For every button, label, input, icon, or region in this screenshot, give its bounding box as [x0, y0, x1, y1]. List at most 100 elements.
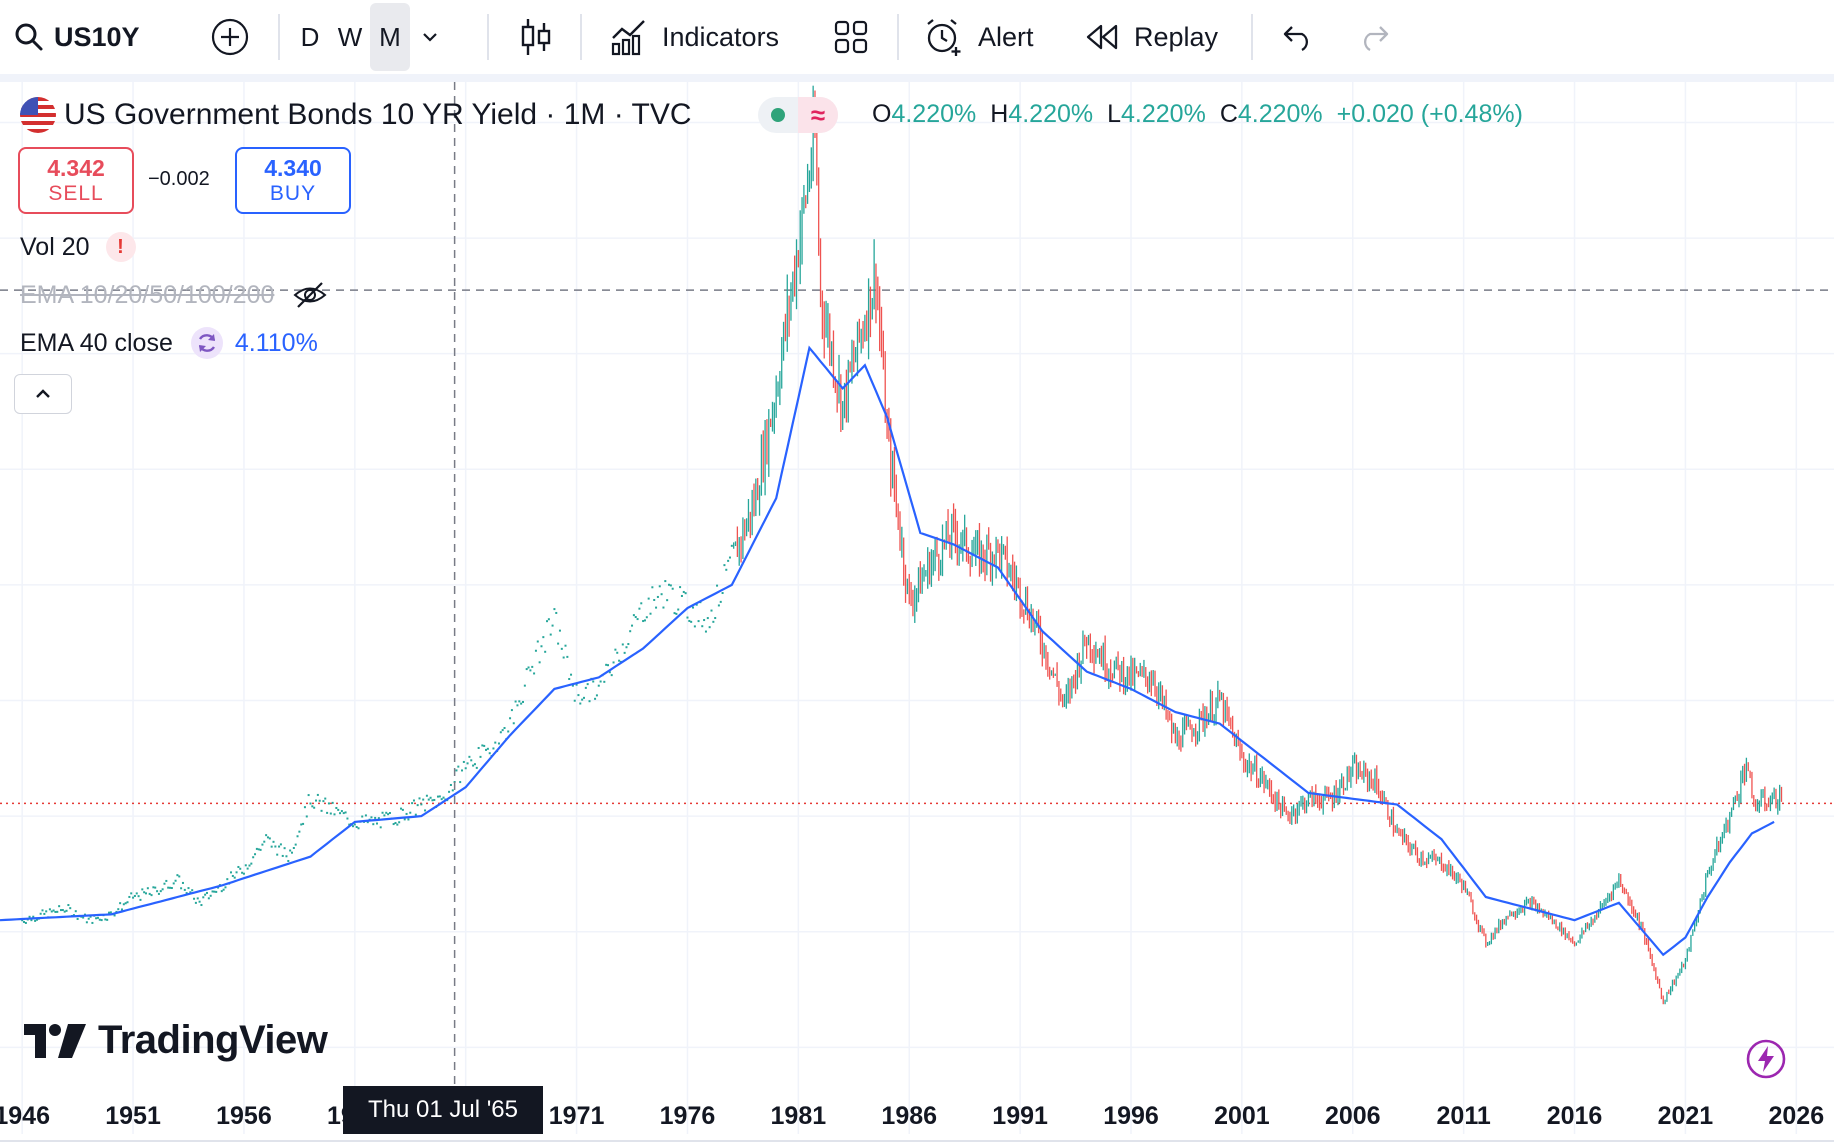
price-dot [642, 620, 645, 623]
interval-m-button[interactable]: M [370, 3, 410, 71]
collapse-legend-button[interactable] [14, 374, 72, 414]
price-dot [656, 595, 659, 598]
price-dot [278, 845, 281, 848]
price-dot [682, 590, 685, 593]
sell-price: 4.342 [47, 155, 105, 181]
interval-dropdown[interactable] [410, 3, 450, 71]
price-dot [146, 887, 149, 890]
price-dot [599, 680, 602, 683]
toolbar-bottom-border [0, 74, 1834, 82]
price-dot [470, 759, 473, 762]
price-dot [416, 804, 419, 807]
price-dot [305, 815, 308, 818]
price-dot [376, 822, 379, 825]
price-dot [263, 840, 266, 843]
price-dot [235, 871, 238, 874]
price-dot [706, 617, 709, 620]
price-dot [398, 821, 401, 824]
change-value: +0.020 (+0.48%) [1336, 100, 1523, 128]
price-dot [719, 600, 722, 603]
hidden-eye-icon[interactable] [292, 280, 328, 310]
price-dot [211, 890, 214, 893]
price-dot [649, 612, 652, 615]
price-dot [135, 892, 138, 895]
layouts-button[interactable] [834, 0, 868, 74]
price-dot [346, 817, 349, 820]
indicators-button[interactable]: Indicators [610, 0, 779, 74]
price-dot [697, 620, 700, 623]
price-dot [315, 799, 318, 802]
price-dot [331, 801, 334, 804]
sell-label: SELL [48, 182, 104, 205]
price-dot [237, 865, 240, 868]
price-chart[interactable]: 1946195119561961196619711976198119861991… [0, 82, 1834, 1146]
price-dot [588, 700, 591, 703]
price-dot [152, 886, 155, 889]
ema40-indicator-row[interactable]: EMA 40 close 4.110% [20, 323, 318, 363]
interval-w-button[interactable]: W [337, 21, 363, 52]
price-dot [289, 849, 292, 852]
symbol-legend[interactable]: US Government Bonds 10 YR Yield · 1M · T… [20, 95, 692, 135]
chart-type-button[interactable] [520, 0, 552, 74]
price-dot [279, 843, 282, 846]
plus-circle-icon [211, 18, 249, 56]
us-flag-icon [20, 97, 56, 133]
price-dot [612, 661, 615, 664]
price-dot [608, 671, 611, 674]
warning-icon[interactable]: ! [105, 232, 136, 262]
price-dot [43, 912, 46, 915]
tradingview-logo[interactable]: TradingView [24, 1018, 328, 1063]
price-dot [283, 847, 286, 850]
symbol-search[interactable]: US10Y [14, 0, 140, 74]
price-dot [178, 875, 181, 878]
price-dot [708, 626, 711, 629]
price-dot [170, 887, 173, 890]
price-dot [377, 817, 380, 820]
candlesticks [21, 85, 1783, 1005]
price-dot [592, 680, 595, 683]
buy-button[interactable]: 4.340 BUY [235, 147, 351, 214]
time-axis[interactable]: 1946195119561961196619711976198119861991… [0, 1102, 1834, 1142]
price-dot [627, 643, 630, 646]
market-status-pill[interactable]: ≈ [758, 97, 838, 133]
price-dot [725, 568, 728, 571]
price-dot [172, 882, 175, 885]
price-dot [503, 726, 506, 729]
compare-button[interactable] [210, 0, 250, 74]
price-dot [89, 915, 92, 918]
time-axis-label: 1991 [992, 1102, 1048, 1130]
price-dot [570, 673, 573, 676]
replay-button[interactable]: Replay [1084, 0, 1218, 74]
lightning-icon[interactable] [1745, 1038, 1787, 1080]
price-dot [381, 811, 384, 814]
high-value: 4.220% [1008, 100, 1094, 128]
sync-icon[interactable] [190, 327, 223, 359]
alert-button[interactable]: Alert [924, 0, 1034, 74]
price-dot [494, 741, 497, 744]
ema40-value: 4.110% [234, 328, 318, 357]
redo-button[interactable] [1358, 0, 1390, 74]
price-dot [464, 767, 467, 770]
price-dot [339, 812, 342, 815]
price-dot [521, 700, 524, 703]
sell-button[interactable]: 4.342 SELL [18, 147, 134, 214]
time-axis-label: 2021 [1658, 1102, 1714, 1130]
price-dot [366, 821, 369, 824]
rewind-icon [1086, 24, 1118, 50]
interval-d-button[interactable]: D [300, 21, 320, 52]
price-dot [396, 823, 399, 826]
ema-multi-indicator-row[interactable]: EMA 10/20/50/100/200 [20, 275, 328, 315]
price-dot [501, 729, 504, 732]
price-dot [268, 837, 271, 840]
volume-indicator-row[interactable]: Vol 20 ! [20, 227, 136, 267]
price-dot [392, 823, 395, 826]
price-dot [82, 916, 85, 919]
status-dot-area [758, 97, 798, 133]
price-dot [679, 586, 682, 589]
time-axis-label: 2026 [1768, 1102, 1824, 1130]
price-dot [420, 803, 423, 806]
price-dot [276, 853, 279, 856]
price-dot [551, 624, 554, 627]
undo-button[interactable] [1282, 0, 1314, 74]
price-dot [704, 630, 707, 633]
